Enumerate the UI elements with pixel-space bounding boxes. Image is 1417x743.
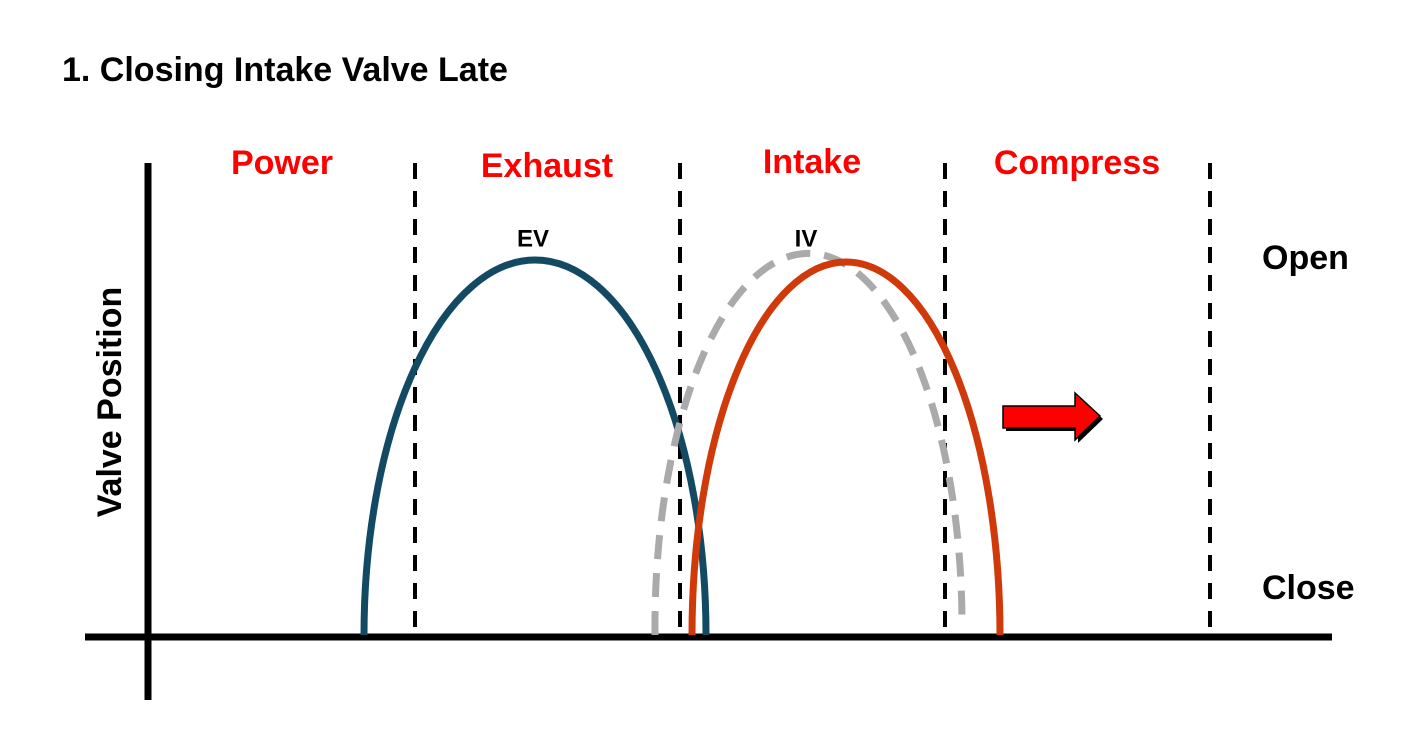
- stroke-label: Exhaust: [481, 147, 613, 185]
- intake-valve-late-curve: [688, 258, 1004, 636]
- close-label: Close: [1262, 569, 1355, 607]
- y-axis-label: Valve Position: [91, 287, 129, 518]
- open-label: Open: [1262, 239, 1349, 277]
- intake-valve-original-curve: [651, 249, 966, 636]
- stroke-label: Power: [231, 144, 333, 182]
- exhaust-valve-curve: [360, 256, 710, 636]
- curve-label: EV: [517, 225, 549, 252]
- delay-arrow: [1002, 391, 1102, 442]
- curve-label: IV: [795, 225, 818, 252]
- stroke-label: Intake: [763, 143, 861, 181]
- title: 1. Closing Intake Valve Late: [62, 51, 508, 89]
- stroke-label: Compress: [994, 144, 1160, 182]
